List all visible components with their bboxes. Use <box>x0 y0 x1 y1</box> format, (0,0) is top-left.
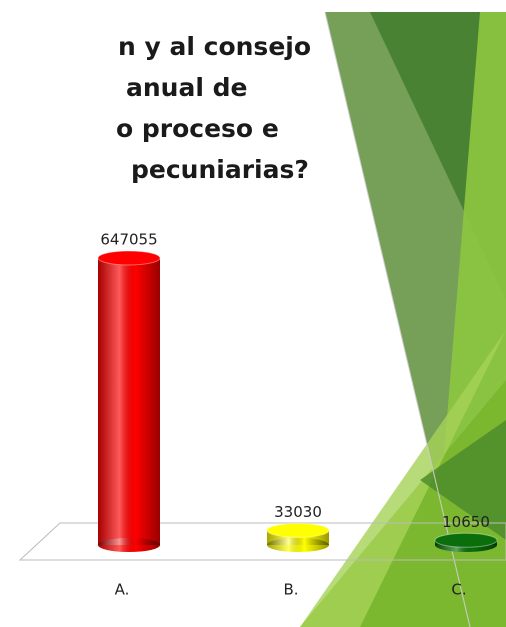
bar-top <box>434 532 498 548</box>
bar-shade-base <box>267 538 329 552</box>
title-line: o proceso e <box>116 114 279 143</box>
background-decoration <box>300 11 506 627</box>
title-line: n y al consejo <box>118 32 311 61</box>
bar-top <box>97 250 161 266</box>
value-label: 647055 <box>100 231 157 249</box>
bar-shade-base <box>98 538 160 552</box>
title-line: anual de <box>126 73 247 102</box>
x-tick-label: C. <box>451 581 466 599</box>
x-tick-label: B. <box>283 581 298 599</box>
x-tick-label: A. <box>115 581 130 599</box>
value-label: 33030 <box>274 503 322 521</box>
bar-top <box>266 522 330 538</box>
bar-shade <box>98 258 160 545</box>
title: n y al consejo anual de o proceso e pecunia… <box>116 32 311 184</box>
value-label: 10650 <box>442 513 490 531</box>
title-line: pecuniarias? <box>131 155 309 184</box>
floor <box>18 522 506 561</box>
